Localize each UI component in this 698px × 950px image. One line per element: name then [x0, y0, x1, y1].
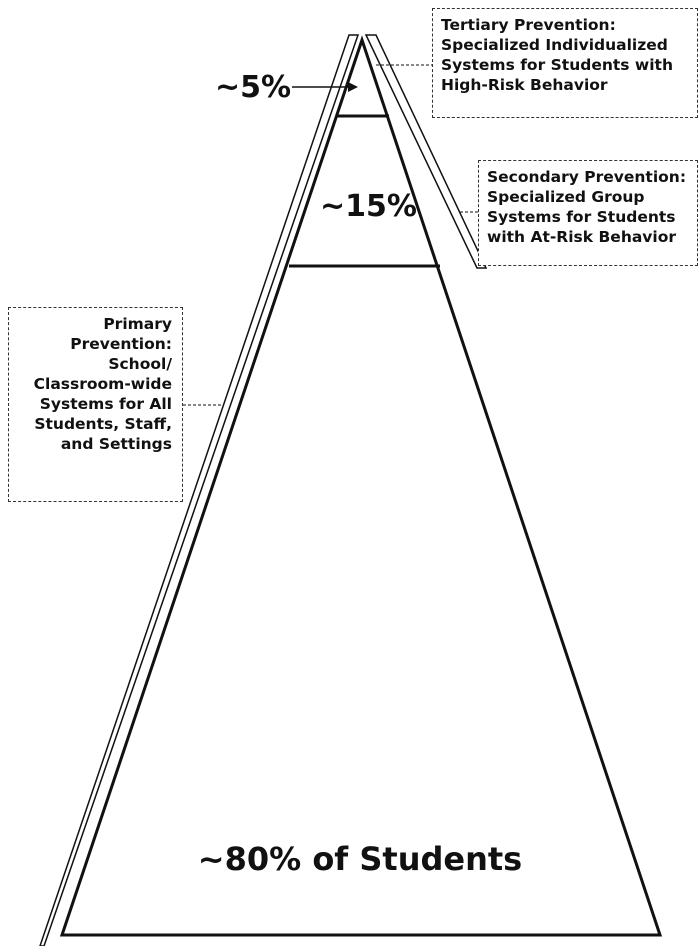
tier-label-tertiary: ~5%	[215, 70, 291, 105]
callout-tertiary-line: High-Risk Behavior	[441, 76, 608, 94]
callout-primary-line: Prevention:	[70, 335, 172, 353]
arrow-tertiary-head	[348, 82, 358, 92]
callout-tertiary-line: Tertiary Prevention:	[441, 16, 616, 34]
pyramid-right-frame	[364, 34, 488, 269]
callout-tertiary-prevention: Tertiary Prevention: Specialized Individ…	[432, 8, 698, 118]
callout-primary-line: Students, Staff,	[34, 415, 172, 433]
pyramid-triangle	[59, 35, 663, 937]
callout-primary-line: Primary	[103, 315, 172, 333]
callout-tertiary-line: Specialized Individualized	[441, 36, 668, 54]
callout-secondary-line: Secondary Prevention:	[487, 168, 687, 186]
tier-label-primary: ~80% of Students	[198, 840, 522, 878]
callout-secondary-line: Systems for Students	[487, 208, 676, 226]
tier-label-secondary: ~15%	[320, 189, 417, 224]
callout-secondary-line: with At-Risk Behavior	[487, 228, 677, 246]
callout-secondary-prevention: Secondary Prevention: Specialized Group …	[478, 160, 698, 266]
callout-tertiary-line: Systems for Students with	[441, 56, 673, 74]
callout-primary-prevention: Primary Prevention: School/ Classroom-wi…	[8, 307, 183, 502]
callout-primary-line: and Settings	[60, 435, 172, 453]
callout-primary-line: School/	[108, 355, 172, 373]
callout-primary-line: Systems for All	[39, 395, 172, 413]
callout-primary-line: Classroom-wide	[33, 375, 172, 393]
callout-secondary-line: Specialized Group	[487, 188, 645, 206]
